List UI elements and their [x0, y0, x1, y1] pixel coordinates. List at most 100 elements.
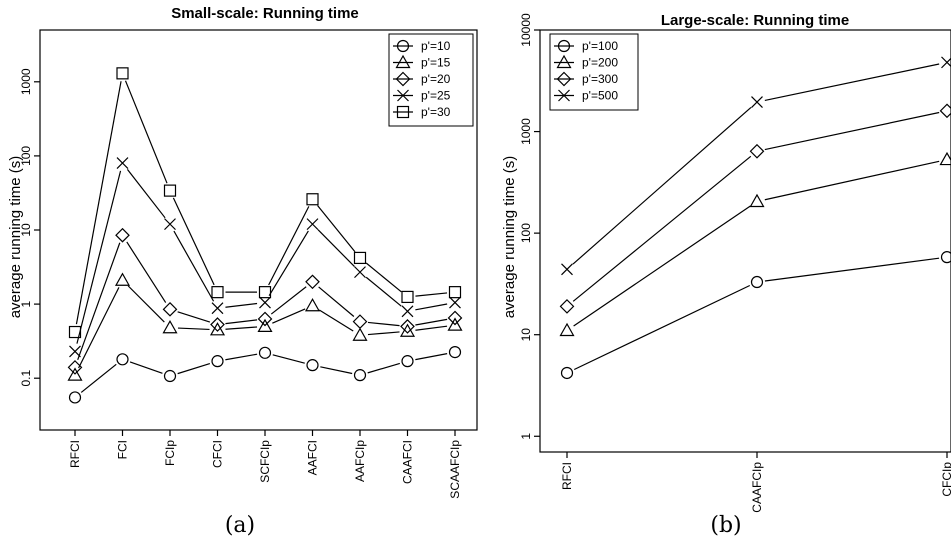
data-point: [941, 56, 951, 69]
data-point: [211, 302, 224, 315]
legend-marker: [396, 105, 410, 119]
series-line-segment: [573, 284, 751, 371]
data-point: [401, 305, 414, 318]
data-point: [750, 275, 764, 289]
data-point: [116, 353, 129, 366]
series-line-segment: [177, 327, 210, 331]
legend-box: [549, 33, 639, 111]
x-tick-label: RFCI: [68, 440, 82, 468]
series-line-segment: [177, 362, 211, 375]
series-line-segment: [320, 366, 353, 375]
series-line-segment: [225, 353, 258, 361]
data-point: [560, 366, 574, 380]
data-point: [67, 367, 83, 381]
series-line-segment: [367, 362, 400, 374]
y-tick-label: 1: [519, 433, 533, 440]
series-line-segment: [415, 303, 448, 311]
legend-marker: [395, 54, 411, 69]
data-point: [164, 218, 176, 231]
data-point: [749, 193, 765, 208]
data-point: [116, 67, 129, 80]
series-line-segment: [367, 321, 400, 327]
data-point: [258, 346, 272, 359]
data-point: [448, 286, 462, 299]
data-point: [306, 193, 319, 206]
series-p25: [69, 157, 461, 358]
data-point: [163, 369, 177, 383]
series-line-segment: [572, 155, 752, 302]
data-point: [561, 263, 573, 276]
data-point: [559, 299, 575, 314]
series-line-segment: [415, 318, 448, 326]
data-point: [305, 274, 320, 290]
y-axis-label: average running time (s): [7, 156, 24, 319]
series-line-segment: [268, 230, 309, 297]
data-point: [259, 296, 271, 309]
series-line-segment: [573, 205, 751, 327]
panel-large-scale: Large-scale: Running time average runnin…: [501, 12, 951, 538]
y-axis-label: average running time (s): [501, 156, 518, 319]
legend-label: p'=15: [421, 56, 451, 70]
series-p500: [561, 56, 951, 276]
series-line-segment: [268, 206, 310, 286]
series-line-segment: [764, 257, 940, 282]
data-point: [68, 325, 82, 339]
series-line-segment: [75, 81, 122, 325]
x-tick-label: SCAAFCIp: [448, 440, 462, 499]
series-line-segment: [415, 353, 448, 361]
y-tick-label: 100: [19, 146, 33, 166]
series-line-segment: [317, 205, 356, 253]
data-point: [940, 251, 951, 264]
data-point: [115, 227, 130, 243]
series-line-segment: [415, 292, 448, 297]
series-line-segment: [80, 363, 117, 393]
series-line-segment: [272, 354, 305, 364]
data-point: [163, 184, 177, 197]
legend-label: p'=20: [421, 72, 451, 86]
panel-caption: (a): [225, 513, 255, 538]
y-tick-label: 10000: [519, 13, 533, 47]
data-point: [448, 346, 462, 359]
series-line-segment: [129, 361, 163, 374]
data-point: [353, 369, 367, 382]
data-point: [401, 290, 414, 304]
legend-marker: [397, 89, 409, 102]
data-point: [306, 218, 319, 231]
series-line-segment: [272, 308, 306, 324]
data-point: [68, 391, 82, 404]
x-tick-label: CAAFCIp: [750, 462, 764, 513]
y-tick-label: 100: [519, 223, 533, 243]
panel-small-scale: Small-scale: Running time average runnin…: [7, 5, 478, 538]
y-tick-label: 10: [519, 328, 533, 342]
data-point: [257, 311, 273, 327]
x-tick-label: CFCI: [211, 440, 225, 468]
series-line-segment: [126, 241, 167, 303]
x-tick-label: RFCI: [560, 462, 574, 490]
x-tick-label: AAFCIp: [353, 440, 367, 482]
data-point: [751, 96, 763, 109]
y-tick-label: 0.1: [19, 370, 33, 387]
data-point: [162, 301, 178, 317]
y-tick-label: 10: [19, 223, 33, 237]
legend-label: p'=300: [582, 72, 618, 86]
series-line-segment: [365, 276, 402, 307]
data-point: [69, 345, 81, 358]
legend: p'=100 p'=200 p'=300 p'=500: [549, 33, 639, 111]
chart-title: Small-scale: Running time: [171, 5, 359, 22]
legend-marker: [396, 39, 410, 53]
x-tick-label: SCFCIp: [258, 440, 272, 483]
data-point: [352, 314, 368, 329]
series-line-segment: [225, 302, 258, 308]
series-p10: [68, 346, 462, 404]
data-point: [447, 317, 463, 331]
data-point: [210, 317, 225, 332]
series-line-segment: [127, 285, 165, 323]
series-line-segment: [415, 325, 448, 331]
data-point: [399, 323, 416, 337]
series-p20: [67, 227, 463, 375]
series-p100: [560, 251, 951, 380]
legend: p'=10 p'=15 p'=20 p'=25 p'=30: [388, 33, 474, 127]
legend-box: [388, 33, 474, 127]
series-line-segment: [572, 106, 752, 265]
